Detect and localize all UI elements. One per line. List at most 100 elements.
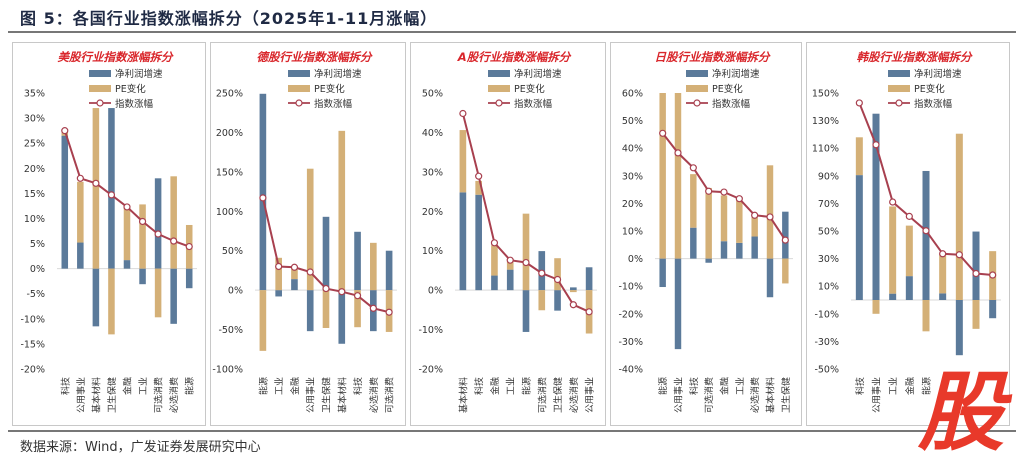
legend-label-pe: PE变化 xyxy=(914,83,945,95)
bar-pe xyxy=(322,290,330,328)
legend-label-profit: 净利润增速 xyxy=(914,68,962,80)
y-tick-label: 0% xyxy=(30,264,45,275)
bar-pe xyxy=(751,214,758,237)
y-tick-label: 0% xyxy=(228,286,243,297)
y-tick-label: 30% xyxy=(422,167,443,178)
bar-profit xyxy=(123,260,131,269)
y-tick-label: -30% xyxy=(618,337,643,348)
x-tick-label: 可选消费 xyxy=(536,377,548,413)
bar-pe xyxy=(538,290,546,311)
bar-pe xyxy=(139,204,146,269)
chart-panels: 美股行业指数涨幅拆分 净利润增速 PE变化 指数涨幅 35% 30% 25% 20% 15% 10… xyxy=(12,42,1012,426)
bar-profit xyxy=(939,293,947,300)
y-tick-label: 20% xyxy=(622,199,643,210)
index-point xyxy=(322,284,330,293)
index-point xyxy=(290,263,299,271)
y-tick-label: 50% xyxy=(222,246,243,257)
y-tick-label: -15% xyxy=(20,339,45,350)
index-point xyxy=(306,268,314,276)
x-tick-label: 工业 xyxy=(735,377,746,395)
y-tick-label: 10% xyxy=(818,282,839,293)
legend-marker-index xyxy=(495,99,503,107)
bar-profit xyxy=(674,258,682,350)
x-tick-label: 卫生保健 xyxy=(106,377,118,413)
index-point xyxy=(972,269,980,278)
x-tick-label: 工业 xyxy=(888,377,899,395)
x-tick-label: 必选消费 xyxy=(749,377,761,413)
index-point xyxy=(522,258,530,267)
bar-pe xyxy=(338,130,346,291)
y-tick-label: -40% xyxy=(618,365,643,376)
y-tick-label: -30% xyxy=(814,337,839,348)
bar-profit xyxy=(139,268,146,285)
bar-pe xyxy=(92,108,100,269)
bar-pe xyxy=(370,242,377,291)
x-tick-label: 基本材料 xyxy=(336,377,348,413)
bar-profit xyxy=(782,211,789,259)
index-point xyxy=(490,239,499,247)
x-tick-label: 卫生保健 xyxy=(321,377,333,413)
bar-pe xyxy=(674,93,682,259)
x-tick-label: 金融 xyxy=(489,377,501,395)
x-tick-label: 卫生保健 xyxy=(780,377,792,413)
y-tick-label: 50% xyxy=(622,116,643,127)
x-tick-label: 可选消费 xyxy=(153,377,165,413)
chart-title: 德股行业指数涨幅拆分 xyxy=(257,50,373,64)
index-point xyxy=(76,174,84,182)
index-point xyxy=(154,230,162,238)
chart-panel-germany: 德股行业指数涨幅拆分 净利润增速 PE变化 指数涨幅 250% 200% 150% 100% 5… xyxy=(210,42,406,426)
y-tick-label: 20% xyxy=(422,207,443,218)
y-tick-label: 30% xyxy=(622,171,643,182)
bar-pe xyxy=(554,258,561,291)
x-tick-label: 必选消费 xyxy=(168,377,180,413)
index-point xyxy=(475,172,483,180)
watermark-logo: 股 xyxy=(918,363,1004,463)
index-point xyxy=(989,271,997,279)
x-tick-label: 基本材料 xyxy=(765,377,777,413)
index-point xyxy=(855,99,863,107)
bar-profit xyxy=(61,135,69,269)
y-tick-label: -20% xyxy=(418,365,443,376)
bar-profit xyxy=(506,269,514,291)
bar-pe xyxy=(690,174,697,228)
bar-profit xyxy=(872,113,880,300)
y-tick-label: 250% xyxy=(216,89,243,100)
legend-swatch-profit xyxy=(888,70,910,77)
bar-pe xyxy=(154,268,162,318)
y-tick-label: -100% xyxy=(212,365,243,376)
y-tick-label: -10% xyxy=(814,309,839,320)
chart-title: A股行业指数涨幅拆分 xyxy=(457,50,572,64)
index-point xyxy=(138,217,147,226)
y-tick-label: 110% xyxy=(812,144,839,155)
x-tick-label: 卫生保健 xyxy=(552,377,564,413)
index-point xyxy=(385,308,393,316)
bar-pe xyxy=(659,93,666,259)
y-tick-label: 30% xyxy=(818,254,839,265)
y-tick-label: 60% xyxy=(622,89,643,100)
bar-profit xyxy=(385,250,393,291)
bar-pe xyxy=(905,225,913,277)
index-point xyxy=(720,188,728,196)
legend-swatch-profit xyxy=(488,70,510,77)
y-tick-label: 130% xyxy=(812,116,839,127)
legend-label-pe: PE变化 xyxy=(314,83,345,95)
y-tick-label: 0% xyxy=(628,254,643,265)
bar-pe xyxy=(170,176,177,269)
legend-swatch-pe xyxy=(288,85,310,92)
legend-swatch-pe xyxy=(488,85,510,92)
bar-pe xyxy=(475,180,482,195)
x-tick-label: 公用事业 xyxy=(673,377,685,413)
bar-profit xyxy=(855,175,863,300)
x-tick-label: 科技 xyxy=(352,377,364,395)
bar-profit xyxy=(690,227,697,259)
bar-profit xyxy=(751,236,758,259)
index-point xyxy=(259,194,267,202)
x-tick-label: 必选消费 xyxy=(568,377,580,413)
legend-label-index: 指数涨幅 xyxy=(115,98,154,110)
index-point xyxy=(922,227,930,235)
figure-title: 图 5：各国行业指数涨幅拆分（2025年1-11月涨幅） xyxy=(20,9,438,28)
legend-label-profit: 净利润增速 xyxy=(712,68,760,80)
bar-pe xyxy=(354,290,361,328)
legend-label-index: 指数涨幅 xyxy=(712,98,751,110)
bar-profit xyxy=(354,231,361,291)
